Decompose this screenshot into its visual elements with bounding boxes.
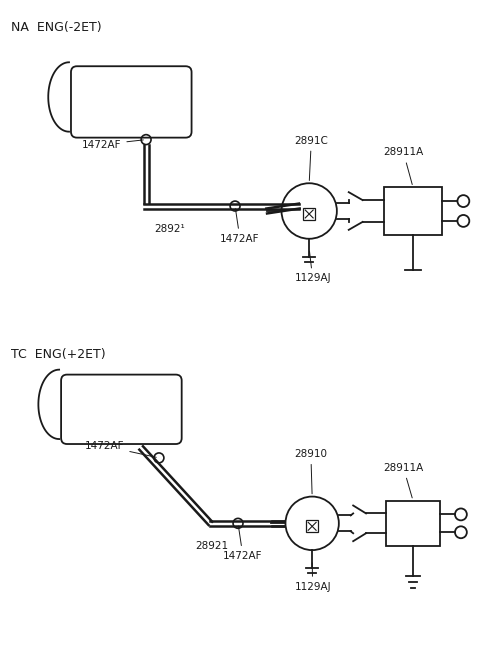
Text: 2891C: 2891C: [294, 135, 328, 181]
Bar: [306, 520, 318, 532]
Text: 28911A: 28911A: [384, 463, 423, 498]
Text: 28921: 28921: [195, 541, 228, 551]
Bar: [384, 187, 442, 235]
Text: 1129AJ: 1129AJ: [294, 252, 331, 283]
Text: 1129AJ: 1129AJ: [294, 563, 331, 592]
Text: 28910: 28910: [294, 449, 327, 494]
Text: 1472AF: 1472AF: [220, 209, 260, 244]
Text: 1472AF: 1472AF: [223, 526, 263, 561]
Bar: [303, 208, 315, 220]
Text: 2892¹: 2892¹: [154, 224, 185, 234]
Text: 28911A: 28911A: [384, 147, 423, 185]
Bar: [386, 501, 440, 546]
Text: 1472AF: 1472AF: [85, 441, 156, 457]
Text: 1472AF: 1472AF: [82, 139, 144, 150]
Text: TC  ENG(+2ET): TC ENG(+2ET): [11, 348, 105, 361]
Text: NA  ENG(-2ET): NA ENG(-2ET): [11, 20, 101, 34]
